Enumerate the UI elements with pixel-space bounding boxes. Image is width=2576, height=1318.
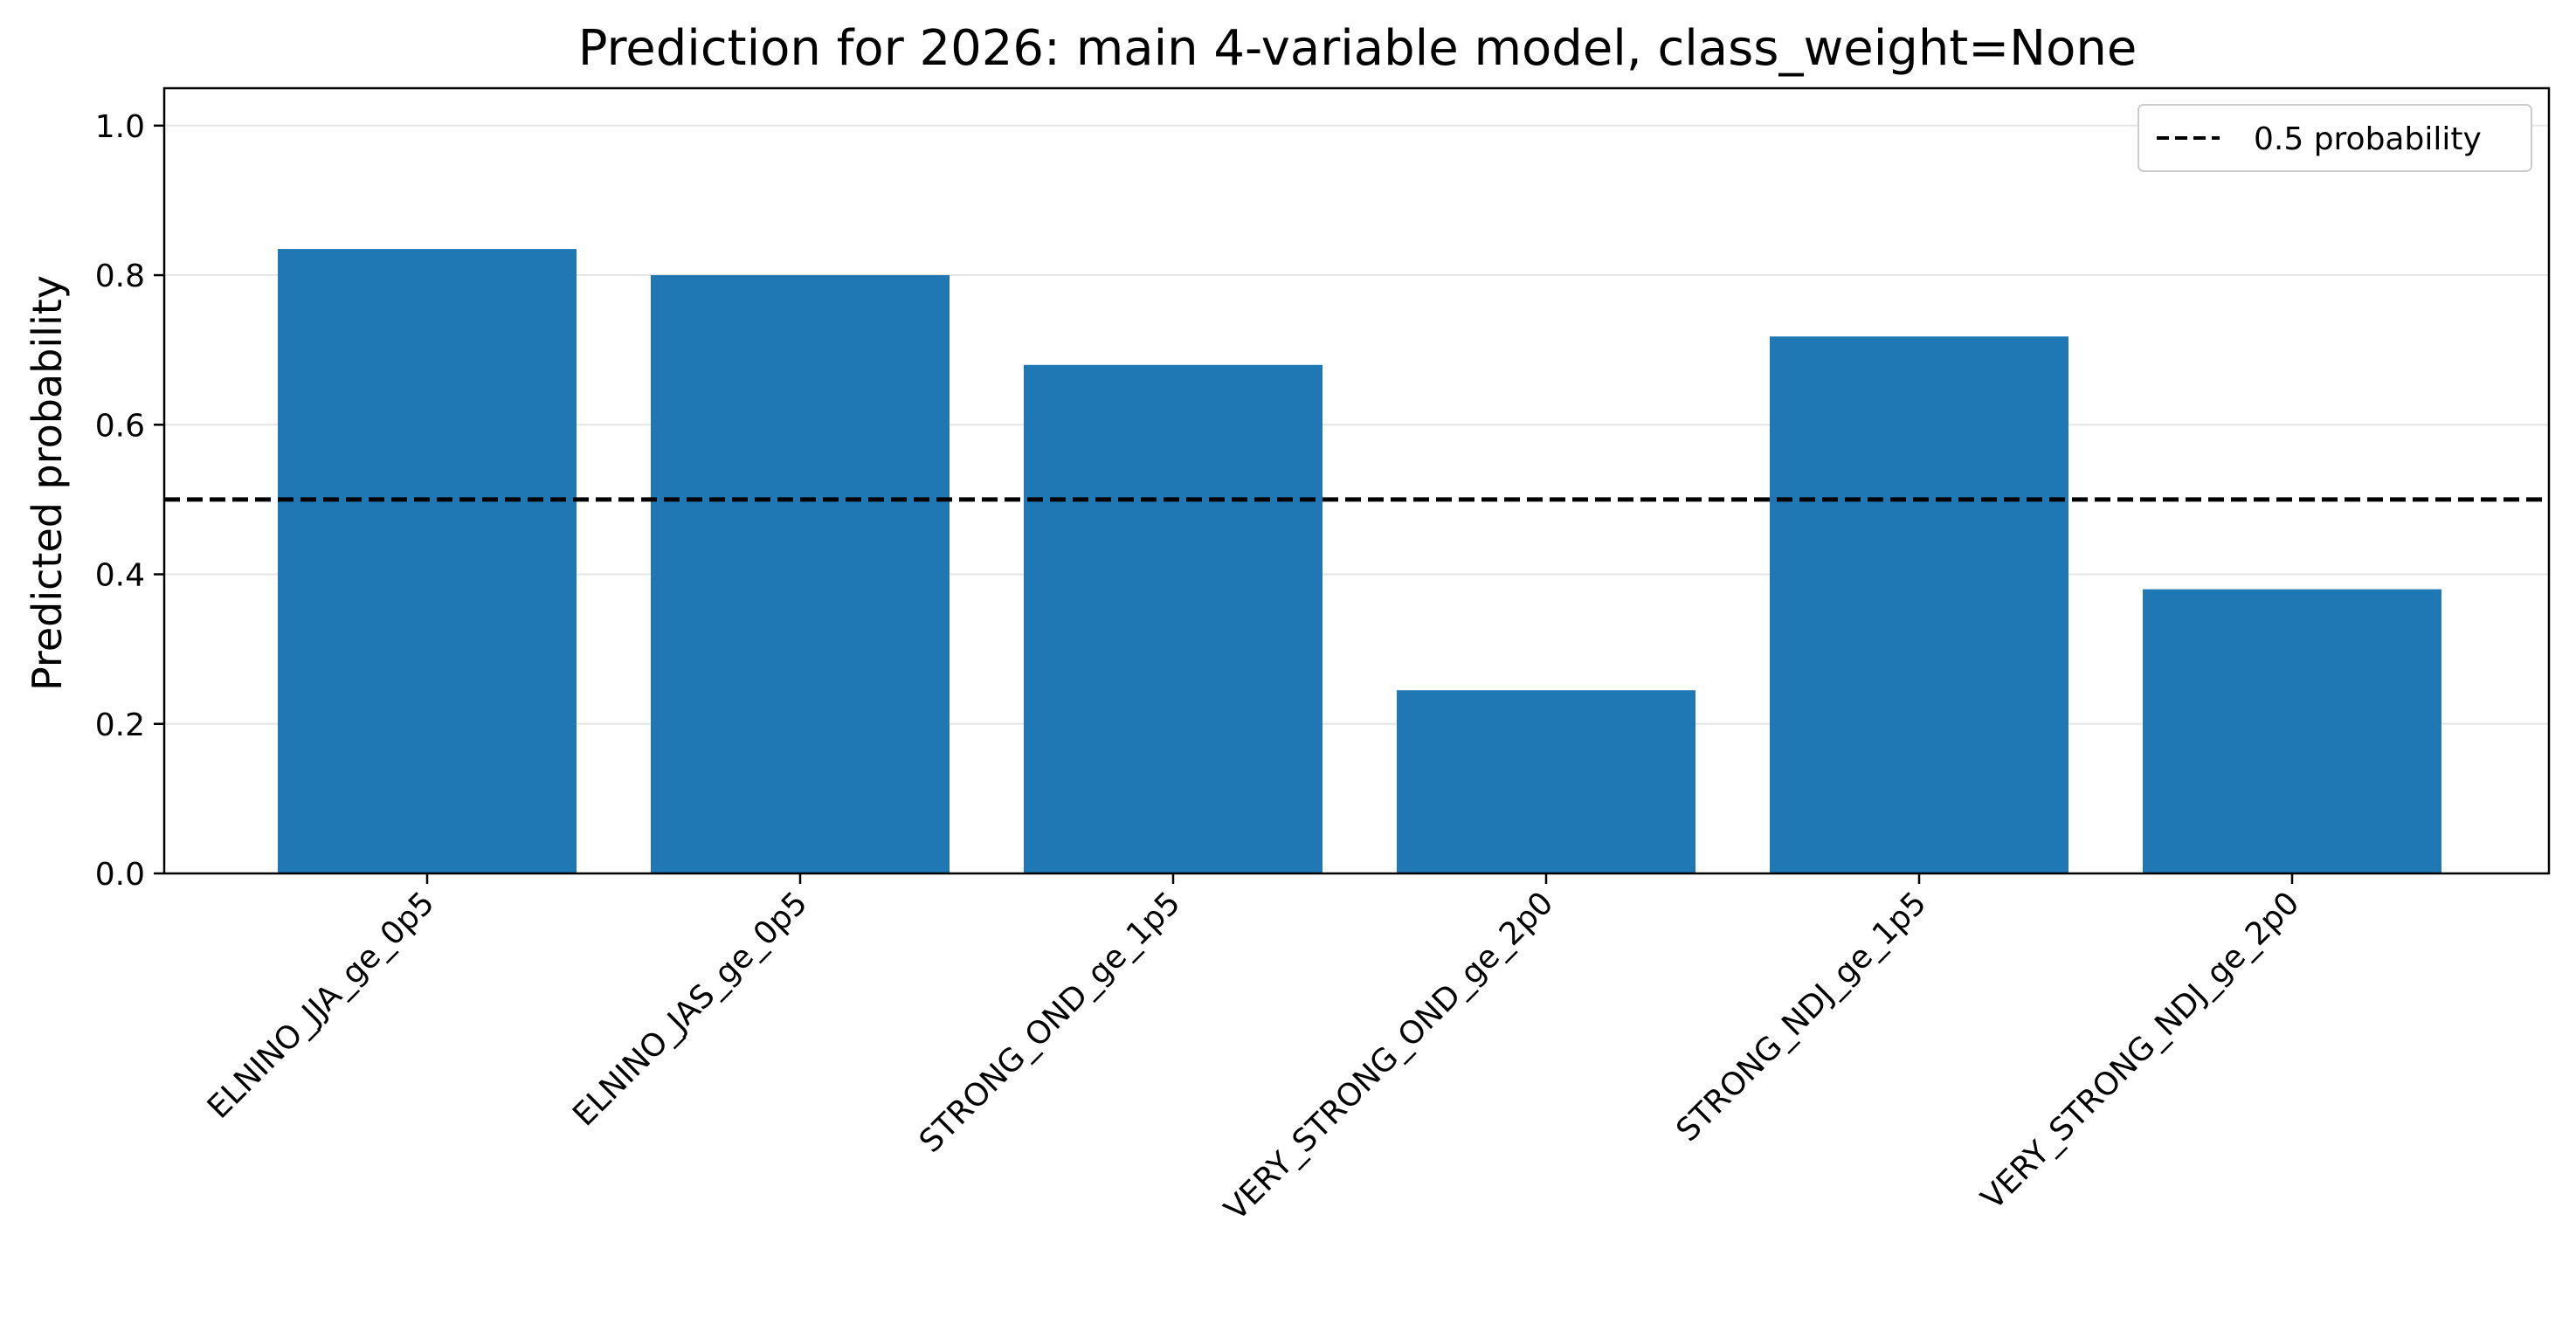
y-tick-label: 0.8 xyxy=(95,259,145,294)
bar-elnino-jas-ge-0p5 xyxy=(651,275,950,873)
bar-elnino-jja-ge-0p5 xyxy=(278,249,577,874)
legend-label: 0.5 probability xyxy=(2254,121,2482,157)
y-tick-label: 0.4 xyxy=(95,558,145,594)
plot-frame xyxy=(162,86,2551,875)
y-tick-label: 0.2 xyxy=(95,707,145,743)
bars-layer xyxy=(278,249,2441,874)
bar-very-strong-ndj-ge-2p0 xyxy=(2143,589,2441,873)
y-tick-label: 0.6 xyxy=(95,408,145,444)
legend-box xyxy=(2137,104,2532,172)
chart-title: Prediction for 2026: main 4-variable mod… xyxy=(578,20,2137,77)
y-axis-label: Predicted probability xyxy=(24,275,71,691)
y-tick-label: 0.0 xyxy=(95,857,145,893)
bar-strong-ndj-ge-1p5 xyxy=(1770,336,2068,873)
y-tick-label: 1.0 xyxy=(95,109,145,145)
bar-very-strong-ond-ge-2p0 xyxy=(1397,690,1695,873)
bar-strong-ond-ge-1p5 xyxy=(1024,364,1323,873)
legend: 0.5 probability xyxy=(2137,104,2532,172)
